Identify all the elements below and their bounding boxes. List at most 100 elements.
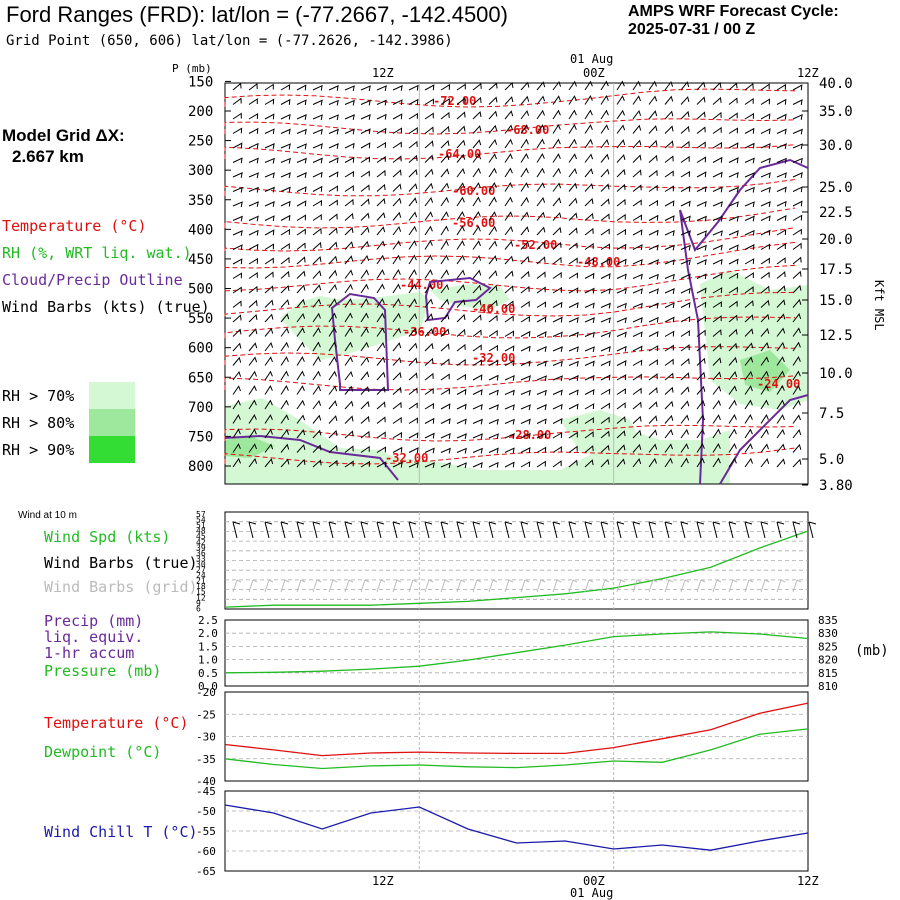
wind-barb: [440, 240, 449, 250]
wind-barb: [776, 215, 787, 221]
wind-barb: [232, 370, 242, 381]
top-time-12z-b: 12Z: [797, 66, 819, 80]
wind-barb: [408, 140, 418, 149]
wind-barb: [328, 171, 339, 178]
wind-barb: [552, 256, 562, 265]
wind-barb: [616, 317, 627, 324]
wind-barb: [776, 385, 785, 395]
wind-barb: [408, 402, 418, 410]
wind-barb: [584, 124, 593, 134]
wind-barb: [696, 371, 706, 381]
wind-barb: [472, 433, 483, 440]
wind-barb: [392, 240, 401, 250]
wind-barb: [488, 284, 498, 294]
pressure-tick-250: 250: [188, 134, 213, 150]
wind-barb-true: [520, 521, 529, 539]
wind-barb: [440, 269, 449, 279]
wind-barb: [456, 167, 466, 178]
wind-barb: [264, 98, 275, 105]
wind-barb: [680, 273, 691, 280]
wind-barb: [488, 110, 498, 120]
wind-barb: [680, 155, 690, 163]
wind-barb: [584, 212, 594, 221]
wind-barb: [488, 225, 497, 236]
wind-barb: [344, 198, 354, 207]
wind-barb: [616, 213, 626, 221]
wind-barb: [632, 345, 643, 352]
wind-barb: [376, 416, 386, 424]
wind-barb: [440, 432, 451, 439]
wind-barb: [472, 240, 481, 250]
wind-barb: [552, 460, 562, 468]
wind-barb: [248, 215, 259, 222]
wind-barb: [776, 356, 785, 366]
wind-barb: [248, 399, 257, 410]
wind-barb: [232, 215, 243, 222]
wind-barb: [248, 285, 258, 294]
wind-barb: [776, 229, 787, 236]
wind-barb: [648, 169, 658, 178]
wind-barb: [392, 371, 402, 381]
wind-barb: [680, 244, 691, 251]
wind-barb: [344, 269, 354, 279]
wind-barb: [392, 169, 402, 178]
wind-barb: [408, 283, 417, 294]
wind-barb: [616, 109, 625, 120]
wind-barb: [440, 83, 451, 91]
wind-barb: [264, 327, 274, 337]
wind-barb-true: [408, 521, 417, 539]
wind-barb: [296, 214, 307, 221]
wind-barb: [568, 212, 578, 221]
wind-barb: [488, 82, 498, 91]
wind-barb: [632, 331, 643, 338]
wind-barb: [280, 341, 289, 352]
label-liq-equiv: liq. equiv.: [44, 628, 144, 646]
wind-barb: [520, 255, 530, 265]
wind-barb: [616, 273, 627, 280]
wind-barb: [232, 342, 242, 352]
wind-barb: [680, 302, 691, 308]
wind-barb: [744, 428, 753, 439]
wind-barb: [744, 215, 755, 222]
wind-barb: [472, 284, 482, 294]
wind-barb: [328, 429, 338, 439]
bottom-date-label: 01 Aug: [570, 886, 614, 900]
wind-barb: [280, 128, 291, 135]
wind-barb: [232, 127, 243, 134]
wind-barb: [392, 211, 402, 221]
wind-barb: [360, 269, 369, 279]
wind-barb: [696, 126, 706, 134]
wind-barb: [760, 98, 771, 105]
wind-barb-true: [280, 521, 289, 539]
wind-barb: [344, 226, 354, 236]
wind-barb-grid: [360, 579, 370, 593]
wind-barb: [568, 346, 579, 353]
height-tick-10.0: 10.0: [819, 366, 853, 382]
wind-barb-true: [792, 521, 801, 539]
page-title: Ford Ranges (FRD): lat/lon = (-77.2667, …: [6, 2, 508, 27]
wind-barb: [488, 299, 498, 308]
wind-barb: [312, 270, 322, 279]
temperature-contour-4: [224, 207, 796, 229]
wind-barb: [408, 240, 417, 250]
grid-point-subtitle: Grid Point (650, 606) lat/lon = (-77.262…: [6, 33, 453, 49]
swatch-rh90: [89, 436, 135, 463]
wind-barb: [584, 168, 594, 178]
wind-barb: [360, 430, 370, 439]
precip-tick-5: 0.0: [198, 680, 218, 693]
wind-chill-line: [224, 804, 809, 851]
wind-barb: [488, 418, 499, 425]
wind-barb: [792, 84, 803, 91]
wind-barb: [600, 388, 611, 395]
wind-barb: [648, 259, 659, 265]
wind-barb: [248, 98, 258, 105]
wind-barb: [616, 124, 626, 134]
wind-barb: [632, 229, 643, 236]
wind-barb: [488, 211, 497, 221]
precip-tick-2: 1.5: [198, 640, 218, 653]
wind-barb: [728, 157, 739, 164]
pressure-axis-title: P (mb): [172, 62, 212, 75]
wind-barb: [648, 316, 659, 323]
wind-barb: [568, 459, 578, 468]
wind-barb: [744, 356, 754, 366]
